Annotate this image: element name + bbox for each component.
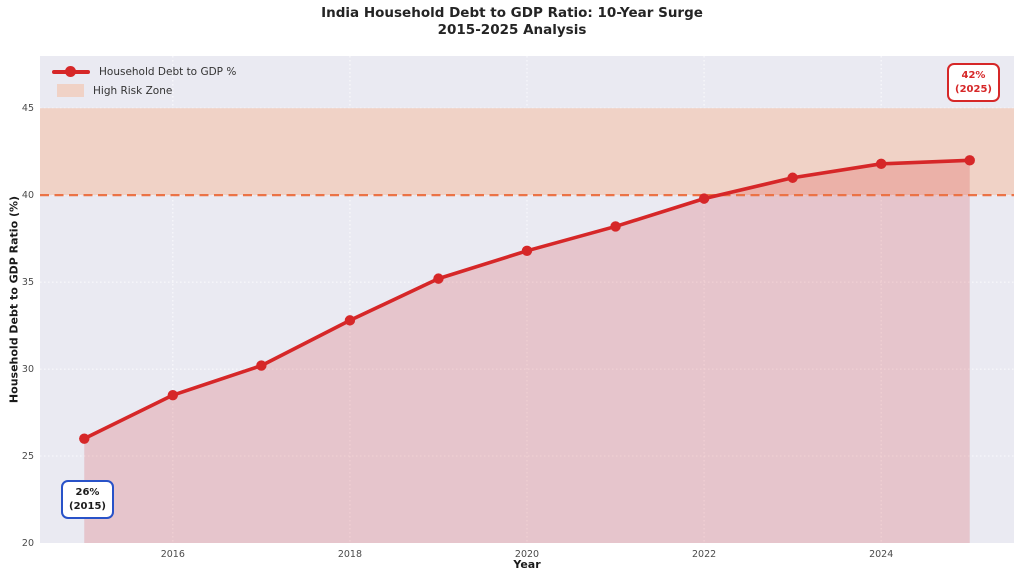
x-tick-label: 2020	[514, 549, 540, 560]
annotation-2025: 42% (2025)	[947, 63, 1000, 102]
data-point-marker	[256, 360, 267, 371]
y-tick-label: 45	[21, 102, 34, 114]
high-risk-zone-band	[40, 108, 1014, 196]
zone-patch-icon	[57, 84, 84, 97]
data-point-marker	[610, 221, 621, 232]
y-tick-label: 20	[21, 537, 34, 549]
annotation-2025-value: 42%	[961, 70, 986, 81]
chart-title: India Household Debt to GDP Ratio: 10-Ye…	[0, 5, 1024, 39]
annotation-2015: 26% (2015)	[61, 480, 114, 519]
x-tick-label: 2024	[869, 549, 894, 560]
legend-item-zone: High Risk Zone	[52, 81, 236, 100]
y-tick-label: 30	[21, 363, 34, 375]
data-point-marker	[344, 315, 356, 326]
y-tick-label: 40	[21, 189, 34, 201]
chart-title-line1: India Household Debt to GDP Ratio: 10-Ye…	[321, 5, 703, 21]
y-tick-label: 25	[21, 450, 34, 462]
data-point-marker	[167, 389, 179, 401]
annotation-2025-year: (2025)	[955, 83, 992, 95]
x-tick-label: 2016	[160, 549, 185, 560]
annotation-2015-value: 26%	[75, 487, 100, 498]
data-point-marker	[698, 193, 710, 204]
legend-series-label: Household Debt to GDP %	[99, 65, 237, 78]
data-point-marker	[875, 158, 887, 170]
annotation-2015-year: (2015)	[69, 500, 106, 512]
data-point-marker	[79, 433, 90, 444]
legend: Household Debt to GDP % High Risk Zone	[52, 62, 236, 100]
data-point-marker	[521, 245, 533, 256]
series-area-fill	[84, 160, 970, 543]
y-tick-label: 35	[21, 276, 34, 288]
legend-item-series: Household Debt to GDP %	[52, 62, 236, 81]
legend-line-dot	[65, 66, 76, 77]
x-tick-label: 2018	[337, 549, 362, 560]
data-point-marker	[433, 273, 444, 284]
line-marker-icon	[52, 65, 90, 79]
x-axis-label: Year	[513, 558, 541, 571]
chart-title-line2: 2015-2025 Analysis	[437, 22, 587, 38]
x-tick-label: 2022	[691, 549, 717, 560]
legend-zone-label: High Risk Zone	[93, 84, 173, 97]
data-point-marker	[787, 172, 798, 183]
data-point-marker	[964, 155, 975, 166]
y-axis-label: Household Debt to GDP Ratio (%)	[7, 195, 21, 404]
